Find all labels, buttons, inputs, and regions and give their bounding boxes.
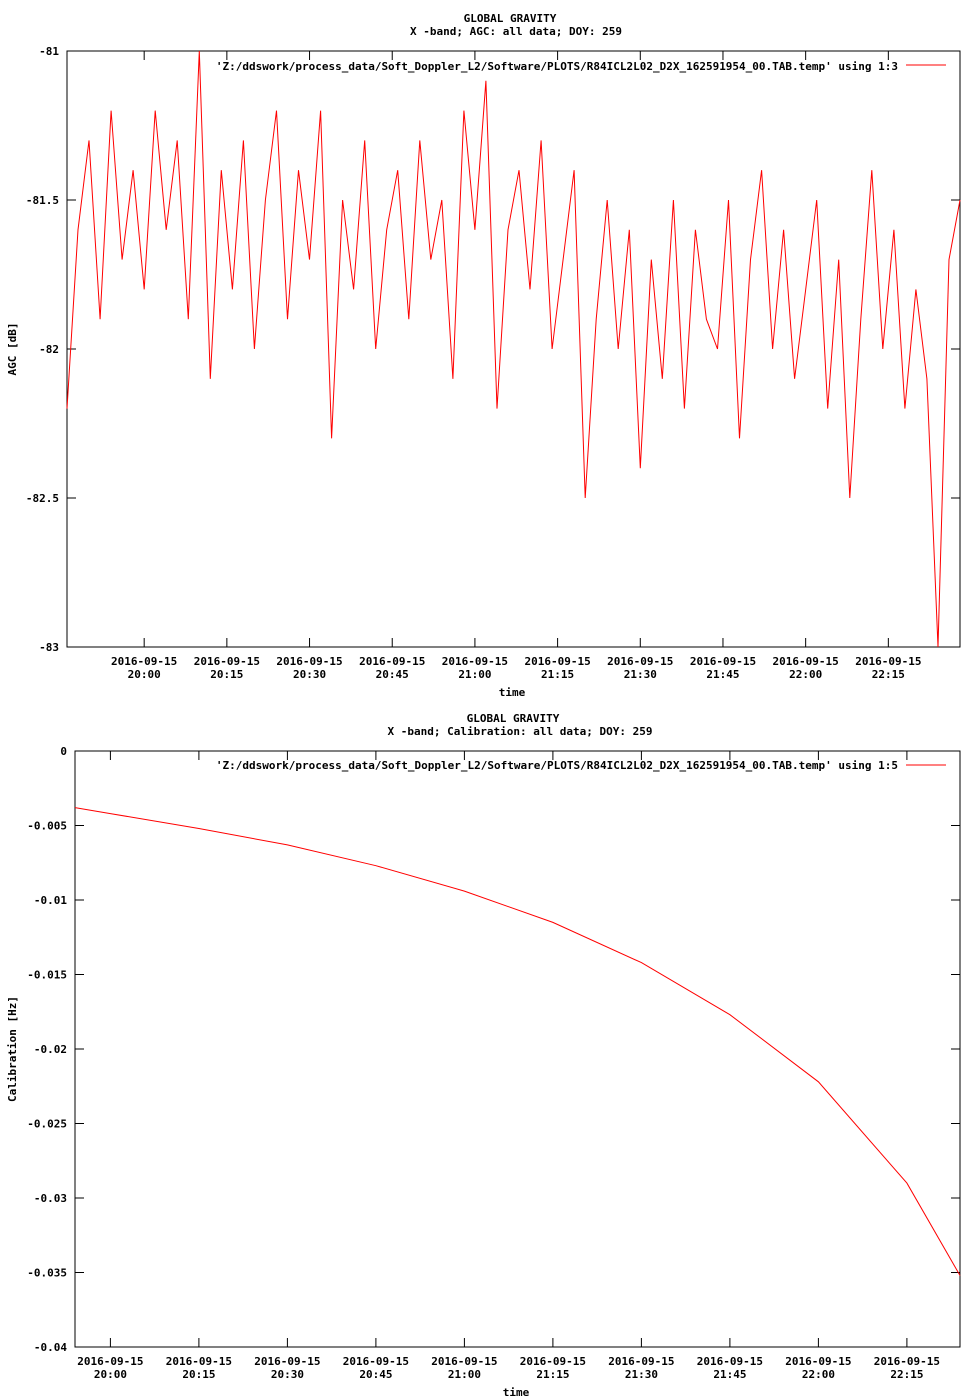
c2-x-tick-time: 22:15: [890, 1368, 923, 1381]
c2-x-tick-date: 2016-09-15: [785, 1355, 851, 1368]
c1-x-tick-date: 2016-09-15: [855, 655, 921, 668]
c1-x-tick-date: 2016-09-15: [524, 655, 590, 668]
calibration-y-axis: 0 -0.005 -0.01 -0.015 -0.02 -0.025 -0.03 -0.035…: [27, 745, 960, 1354]
c1-x-tick-time: 21:15: [541, 668, 574, 681]
agc-legend-label: 'Z:/ddswork/process_data/Soft_Doppler_L2…: [216, 60, 898, 73]
c2-x-tick-time: 21:00: [448, 1368, 481, 1381]
c2-x-tick-date: 2016-09-15: [343, 1355, 409, 1368]
agc-series: [66, 50, 961, 648]
c1-y-tick-label: -82: [39, 343, 59, 356]
c2-x-tick-time: 21:30: [625, 1368, 658, 1381]
c1-x-tick-time: 20:45: [376, 668, 409, 681]
c1-x-tick-date: 2016-09-15: [773, 655, 839, 668]
agc-y-axis: -81 -81.5 -82 -82.5 -83: [26, 45, 960, 654]
c2-x-tick-time: 21:15: [536, 1368, 569, 1381]
calibration-plot-frame: [74, 750, 961, 1348]
c2-y-tick-label: -0.035: [27, 1267, 67, 1280]
c2-y-tick-label: -0.02: [34, 1043, 67, 1056]
c1-x-tick-time: 20:00: [128, 668, 161, 681]
c2-x-tick-date: 2016-09-15: [608, 1355, 674, 1368]
agc-plot-frame: [66, 50, 961, 648]
c2-y-tick-label: -0.04: [34, 1341, 67, 1354]
c2-x-tick-time: 21:45: [713, 1368, 746, 1381]
c2-y-tick-label: 0: [60, 745, 67, 758]
calibration-y-axis-label: Calibration [Hz]: [6, 996, 19, 1102]
c1-x-tick-time: 20:15: [210, 668, 243, 681]
c1-y-tick-label: -81.5: [26, 194, 59, 207]
c2-x-tick-time: 20:15: [182, 1368, 215, 1381]
c2-y-tick-label: -0.025: [27, 1118, 67, 1131]
c1-x-tick-time: 21:00: [458, 668, 491, 681]
calibration-x-axis-label: time: [503, 1386, 530, 1399]
agc-y-axis-label: AGC [dB]: [6, 323, 19, 376]
calibration-chart-subtitle: X -band; Calibration: all data; DOY: 259: [388, 725, 653, 738]
c1-x-tick-time: 22:00: [789, 668, 822, 681]
c2-x-tick-time: 22:00: [802, 1368, 835, 1381]
c1-y-tick-label: -83: [39, 641, 59, 654]
c2-x-tick-date: 2016-09-15: [254, 1355, 320, 1368]
c2-x-tick-date: 2016-09-15: [697, 1355, 763, 1368]
c2-y-tick-label: -0.015: [27, 969, 67, 982]
c2-series-line: [74, 807, 961, 1276]
calibration-x-axis: 2016-09-1520:002016-09-1520:152016-09-15…: [77, 751, 940, 1381]
c2-x-tick-date: 2016-09-15: [874, 1355, 940, 1368]
c1-x-tick-date: 2016-09-15: [111, 655, 177, 668]
c2-y-tick-label: -0.01: [34, 894, 67, 907]
c1-x-tick-time: 21:45: [706, 668, 739, 681]
calibration-legend: 'Z:/ddswork/process_data/Soft_Doppler_L2…: [216, 759, 946, 772]
c2-x-tick-date: 2016-09-15: [431, 1355, 497, 1368]
c2-y-tick-label: -0.03: [34, 1192, 67, 1205]
c2-x-tick-date: 2016-09-15: [520, 1355, 586, 1368]
c1-x-tick-date: 2016-09-15: [607, 655, 673, 668]
agc-chart-subtitle: X -band; AGC: all data; DOY: 259: [410, 25, 622, 38]
c1-x-tick-date: 2016-09-15: [359, 655, 425, 668]
c2-x-tick-time: 20:30: [271, 1368, 304, 1381]
c1-x-tick-date: 2016-09-15: [690, 655, 756, 668]
c1-series-line: [66, 50, 961, 648]
calibration-chart-title: GLOBAL GRAVITY: [467, 712, 560, 725]
agc-x-axis: 2016-09-1520:002016-09-1520:152016-09-15…: [111, 51, 921, 681]
agc-chart: GLOBAL GRAVITY X -band; AGC: all data; D…: [6, 12, 961, 699]
c1-x-tick-date: 2016-09-15: [194, 655, 260, 668]
c1-y-tick-label: -81: [39, 45, 59, 58]
c1-x-tick-date: 2016-09-15: [276, 655, 342, 668]
agc-chart-title: GLOBAL GRAVITY: [464, 12, 557, 25]
c1-x-tick-time: 22:15: [872, 668, 905, 681]
c1-x-tick-time: 21:30: [624, 668, 657, 681]
c1-y-tick-label: -82.5: [26, 492, 59, 505]
c2-x-tick-date: 2016-09-15: [77, 1355, 143, 1368]
c1-x-tick-date: 2016-09-15: [442, 655, 508, 668]
agc-x-axis-label: time: [499, 686, 526, 699]
calibration-legend-label: 'Z:/ddswork/process_data/Soft_Doppler_L2…: [216, 759, 898, 772]
calibration-chart: GLOBAL GRAVITY X -band; Calibration: all…: [6, 712, 961, 1399]
agc-legend: 'Z:/ddswork/process_data/Soft_Doppler_L2…: [216, 60, 946, 73]
c2-x-tick-date: 2016-09-15: [166, 1355, 232, 1368]
c2-x-tick-time: 20:00: [94, 1368, 127, 1381]
calibration-series: [74, 807, 961, 1276]
c2-y-tick-label: -0.005: [27, 820, 67, 833]
c1-x-tick-time: 20:30: [293, 668, 326, 681]
c2-x-tick-time: 20:45: [359, 1368, 392, 1381]
